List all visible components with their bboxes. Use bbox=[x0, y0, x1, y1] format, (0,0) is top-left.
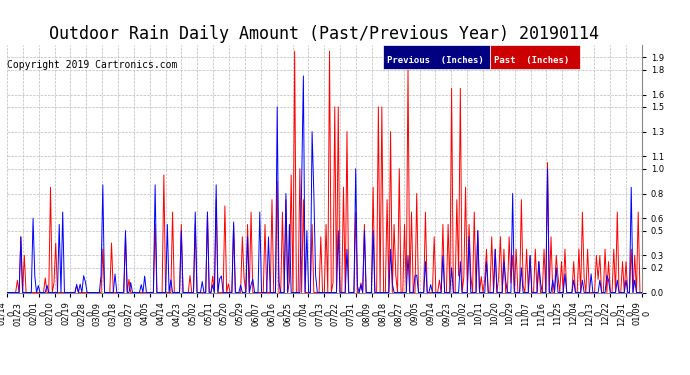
Text: Past  (Inches): Past (Inches) bbox=[494, 56, 569, 64]
Title: Outdoor Rain Daily Amount (Past/Previous Year) 20190114: Outdoor Rain Daily Amount (Past/Previous… bbox=[49, 26, 600, 44]
Text: Previous  (Inches): Previous (Inches) bbox=[387, 56, 484, 64]
Text: Copyright 2019 Cartronics.com: Copyright 2019 Cartronics.com bbox=[7, 60, 177, 69]
